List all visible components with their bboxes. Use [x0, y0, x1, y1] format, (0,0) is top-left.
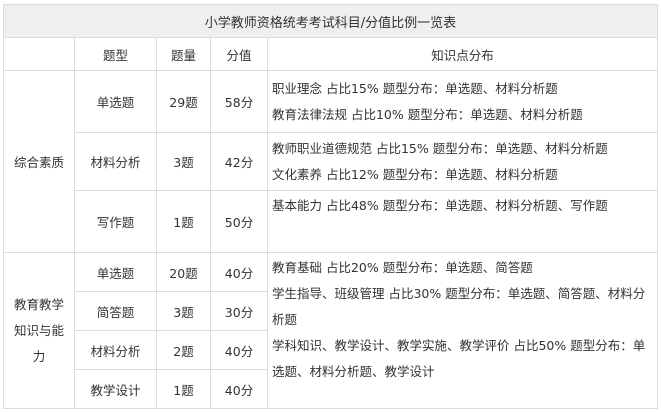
table-title: 小学教师资格统考考试科目/分值比例一览表 — [3, 4, 658, 38]
count-cell: 1题 — [156, 190, 211, 253]
count-cell: 3题 — [156, 291, 211, 331]
table-row: 简答题 3题 30分 — [4, 291, 658, 331]
knowledge-line: 基本能力 占比48% 题型分布：单选题、材料分析题、写作题 — [272, 198, 608, 213]
subject-cell: 教育教学知识与能力 — [3, 252, 75, 409]
score-cell: 30分 — [210, 291, 268, 331]
header-row: 题型 题量 分值 知识点分布 — [3, 37, 658, 71]
type-cell: 教学设计 — [74, 369, 157, 409]
score-cell: 40分 — [210, 252, 268, 292]
knowledge-cell: 基本能力 占比48% 题型分布：单选题、材料分析题、写作题 — [267, 190, 658, 253]
type-cell: 写作题 — [74, 190, 157, 253]
knowledge-line: 文化素养 占比12% 题型分布：单选题、材料分析题 — [272, 166, 558, 182]
header-knowledge: 知识点分布 — [267, 37, 658, 71]
exam-table: 小学教师资格统考考试科目/分值比例一览表 题型 题量 分值 知识点分布 综合素质… — [3, 4, 658, 409]
count-cell: 3题 — [156, 132, 211, 191]
score-cell: 58分 — [210, 70, 268, 133]
count-cell: 1题 — [156, 369, 211, 409]
knowledge-line: 学科知识、教学设计、教学实施、教学评价 占比50% 题型分布：单选题、材料分析题… — [272, 338, 646, 379]
header-score: 分值 — [210, 37, 268, 71]
type-cell: 单选题 — [74, 70, 157, 133]
count-cell: 2题 — [156, 330, 211, 370]
subject-cell: 综合素质 — [3, 70, 75, 253]
header-type: 题型 — [74, 37, 157, 71]
table-row: 教学设计 1题 40分 — [4, 369, 658, 409]
table-row: 教育教学知识与能力 单选题 20题 40分 教育基础 占比20% 题型分布：单选… — [3, 252, 658, 409]
knowledge-line: 教育基础 占比20% 题型分布：单选题、简答题 — [272, 260, 533, 275]
header-empty — [3, 37, 75, 71]
count-cell: 29题 — [156, 70, 211, 133]
type-cell: 简答题 — [74, 291, 157, 331]
table-row: 材料分析 3题 42分 教师职业道德规范 占比15% 题型分布：单选题、材料分析… — [4, 132, 658, 191]
knowledge-cell: 教育基础 占比20% 题型分布：单选题、简答题 学生指导、班级管理 占比30% … — [267, 252, 658, 409]
table-row: 综合素质 单选题 29题 58分 职业理念 占比15% 题型分布：单选题、材料分… — [3, 70, 658, 253]
knowledge-line: 教师职业道德规范 占比15% 题型分布：单选题、材料分析题 — [272, 140, 608, 156]
score-cell: 50分 — [210, 190, 268, 253]
type-cell: 材料分析 — [74, 132, 157, 191]
knowledge-cell: 教师职业道德规范 占比15% 题型分布：单选题、材料分析题 文化素养 占比12%… — [267, 132, 658, 191]
score-cell: 42分 — [210, 132, 268, 191]
count-cell: 20题 — [156, 252, 211, 292]
type-cell: 材料分析 — [74, 330, 157, 370]
header-count: 题量 — [156, 37, 211, 71]
knowledge-cell: 职业理念 占比15% 题型分布：单选题、材料分析题 教育法律法规 占比10% 题… — [267, 70, 658, 133]
table-row: 写作题 1题 50分 基本能力 占比48% 题型分布：单选题、材料分析题、写作题 — [4, 190, 658, 253]
type-cell: 单选题 — [74, 252, 157, 292]
table-row: 材料分析 2题 40分 — [4, 330, 658, 370]
knowledge-line: 职业理念 占比15% 题型分布：单选题、材料分析题 — [272, 80, 558, 96]
score-cell: 40分 — [210, 369, 268, 409]
score-cell: 40分 — [210, 330, 268, 370]
knowledge-line: 学生指导、班级管理 占比30% 题型分布：单选题、简答题、材料分析题 — [272, 286, 646, 327]
knowledge-line: 教育法律法规 占比10% 题型分布：单选题、材料分析题 — [272, 106, 583, 122]
